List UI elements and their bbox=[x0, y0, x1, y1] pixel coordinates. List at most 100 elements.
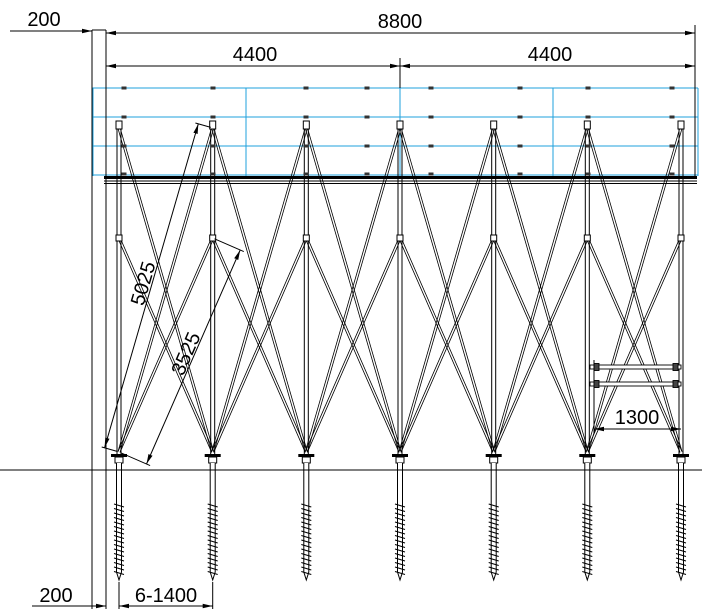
brace-clamp bbox=[396, 234, 404, 242]
panel-clamp bbox=[428, 115, 434, 119]
dim-label-span-right: 4400 bbox=[528, 44, 573, 66]
panel-clamp bbox=[585, 144, 591, 148]
panel-clamp bbox=[428, 172, 434, 176]
screw-pile-helix bbox=[488, 503, 499, 576]
screw-pile-helix bbox=[675, 503, 687, 576]
panel-clamp bbox=[428, 144, 434, 148]
pile-head bbox=[582, 456, 592, 464]
post-cap bbox=[583, 120, 591, 130]
post bbox=[298, 120, 315, 582]
cross-brace bbox=[585, 127, 683, 453]
panel-clamp bbox=[210, 172, 216, 176]
screw-pile-shaft bbox=[490, 463, 497, 582]
panel-clamp bbox=[121, 144, 127, 148]
post-cap bbox=[490, 120, 498, 130]
pile-head bbox=[301, 456, 311, 464]
base-plate bbox=[485, 454, 502, 457]
brace-clamp bbox=[583, 234, 591, 242]
screw-pile-helix bbox=[207, 503, 218, 576]
pile-head bbox=[676, 456, 686, 464]
end-bracket bbox=[589, 363, 682, 388]
post bbox=[579, 120, 596, 582]
pile-head bbox=[114, 456, 124, 464]
panel-clamp bbox=[364, 172, 370, 176]
dim-label-spacing: 6-1400 bbox=[135, 585, 197, 607]
post bbox=[485, 120, 502, 582]
cross-brace bbox=[398, 127, 496, 453]
bracket-bar bbox=[589, 381, 682, 387]
base-plate bbox=[579, 454, 596, 457]
dim-label-top-offset: 200 bbox=[27, 9, 60, 31]
panel-clamp bbox=[303, 115, 309, 119]
brace-clamp bbox=[209, 234, 217, 242]
bracket-bolt bbox=[593, 380, 600, 388]
post bbox=[392, 120, 408, 582]
dim-line-brace-short bbox=[146, 249, 241, 465]
panel-clamp bbox=[428, 86, 434, 90]
post-tube bbox=[584, 125, 590, 455]
post-cap bbox=[396, 120, 404, 130]
post-cap bbox=[677, 120, 685, 130]
panel-clamp bbox=[669, 115, 675, 119]
screw-pile-helix bbox=[394, 503, 406, 576]
post-cap bbox=[302, 120, 310, 130]
panel-clamp bbox=[303, 144, 309, 148]
post-tube bbox=[397, 125, 403, 455]
screw-pile-shaft bbox=[584, 463, 591, 582]
posts-and-screw-piles bbox=[111, 120, 689, 582]
panel-clamp bbox=[121, 172, 127, 176]
base-plate bbox=[111, 454, 127, 457]
panel-clamp bbox=[303, 172, 309, 176]
dim-label-span-left: 4400 bbox=[233, 44, 278, 66]
post-tube bbox=[678, 125, 684, 455]
screw-pile-helix bbox=[301, 503, 312, 576]
pile-head bbox=[489, 456, 499, 464]
post-cap bbox=[115, 120, 123, 130]
brace-clamp bbox=[302, 234, 310, 242]
panel-clamp bbox=[585, 115, 591, 119]
pile-head bbox=[395, 456, 405, 464]
extension-line-brace-long bbox=[101, 446, 118, 452]
panel-clamp bbox=[121, 115, 127, 119]
panel-clamp bbox=[303, 86, 309, 90]
panel-clamp bbox=[210, 86, 216, 90]
dim-label-overall: 8800 bbox=[378, 11, 423, 33]
brace-clamp bbox=[115, 234, 123, 242]
post bbox=[204, 120, 221, 582]
panel-clamp bbox=[210, 115, 216, 119]
post bbox=[673, 120, 689, 582]
main-beam bbox=[104, 176, 697, 184]
panel-clamp bbox=[669, 144, 675, 148]
bracket-bar bbox=[589, 364, 682, 370]
panel-clamp bbox=[669, 172, 675, 176]
base-plate bbox=[298, 454, 315, 457]
panel-clamp bbox=[585, 86, 591, 90]
screw-pile-helix bbox=[582, 503, 593, 576]
extension-line-brace-short bbox=[120, 452, 151, 467]
screw-pile-shaft bbox=[397, 463, 403, 582]
dim-label-bracket: 1300 bbox=[615, 407, 660, 429]
panel-clamp bbox=[364, 86, 370, 90]
post-tube bbox=[303, 125, 309, 455]
bracket-bolt bbox=[672, 380, 679, 388]
panel-clamp bbox=[517, 144, 523, 148]
screw-pile-shaft bbox=[678, 463, 684, 582]
panel-clamp bbox=[517, 115, 523, 119]
panel-clamp bbox=[364, 115, 370, 119]
screw-pile-shaft bbox=[303, 463, 310, 582]
panel-clamp bbox=[364, 144, 370, 148]
bracket-bolt bbox=[593, 363, 600, 371]
panel-clamp bbox=[210, 144, 216, 148]
panel-clamp bbox=[517, 86, 523, 90]
screw-pile-shaft bbox=[116, 463, 122, 582]
base-plate bbox=[392, 454, 408, 457]
brace-clamp bbox=[677, 234, 685, 242]
brace-clamp bbox=[490, 234, 498, 242]
pile-head bbox=[208, 456, 218, 464]
extension-line-brace-short bbox=[214, 238, 245, 253]
bracket-bolt bbox=[672, 363, 679, 371]
post-tube bbox=[491, 125, 497, 455]
cross-brace bbox=[304, 127, 402, 453]
